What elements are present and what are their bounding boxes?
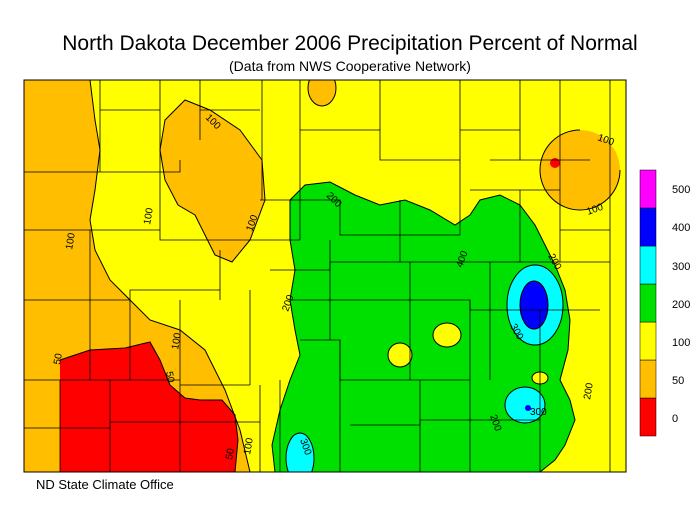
legend-swatch	[639, 207, 657, 247]
legend-label: 100	[672, 337, 691, 349]
contour-line-100-north	[159, 99, 266, 263]
state-border	[23, 79, 627, 473]
legend-swatch	[639, 397, 657, 437]
contour-label: 200	[582, 382, 596, 401]
contour-line-100-top	[307, 80, 337, 107]
contour-label: 300	[530, 407, 547, 418]
region-100-200-hole-a	[433, 323, 461, 347]
color-legend	[639, 169, 657, 437]
contour-label: 50	[52, 352, 65, 365]
legend-label: 300	[672, 261, 691, 273]
contour-line-200-hole-b	[387, 342, 413, 368]
region-200-300-main	[272, 182, 575, 472]
region-50-100-top	[308, 80, 336, 106]
legend-swatch	[639, 283, 657, 323]
legend-label: 0	[672, 413, 679, 425]
region-100-200-hole-b	[388, 343, 412, 367]
region-300-400-south	[286, 433, 314, 472]
contour-line-100-northeast	[539, 129, 621, 211]
contour-label: 100	[142, 207, 156, 226]
legend-label: 400	[672, 222, 691, 234]
contour-line-50-southwest	[59, 341, 239, 472]
region-0-50	[60, 342, 238, 472]
contour-label: 100	[242, 437, 256, 456]
region-300-400-southeast	[505, 387, 545, 423]
legend-label: 200	[672, 299, 691, 311]
contour-line-200-hole-a	[432, 322, 462, 348]
region-50-100-north	[160, 100, 265, 262]
contour-line-200-central	[271, 181, 576, 472]
contour-line-400-east	[519, 280, 549, 330]
contour-line-300-south	[285, 432, 315, 472]
contour-label: 100	[170, 332, 184, 351]
contour-line-100-west	[89, 80, 251, 472]
region-0-50-northeast	[550, 158, 560, 168]
legend-swatch	[639, 321, 657, 361]
map-subtitle: (Data from NWS Cooperative Network)	[229, 58, 471, 74]
contour-label: 50	[224, 447, 237, 460]
contour-label: 50	[163, 371, 176, 384]
legend-swatch	[639, 245, 657, 285]
map-title: North Dakota December 2006 Precipitation…	[62, 32, 638, 55]
region-400-500-east	[520, 281, 548, 329]
region-400-500-southeast	[525, 405, 531, 411]
legend-label: 500	[672, 184, 691, 196]
legend-swatch	[639, 359, 657, 399]
county-boundaries	[24, 80, 611, 472]
contour-line-300-southeast	[504, 386, 546, 424]
contour-line-300-east	[506, 264, 564, 346]
legend-swatch	[639, 169, 657, 209]
contour-label: 100	[64, 232, 78, 251]
credit-text: ND State Climate Office	[36, 477, 174, 492]
legend-label: 50	[672, 375, 685, 387]
